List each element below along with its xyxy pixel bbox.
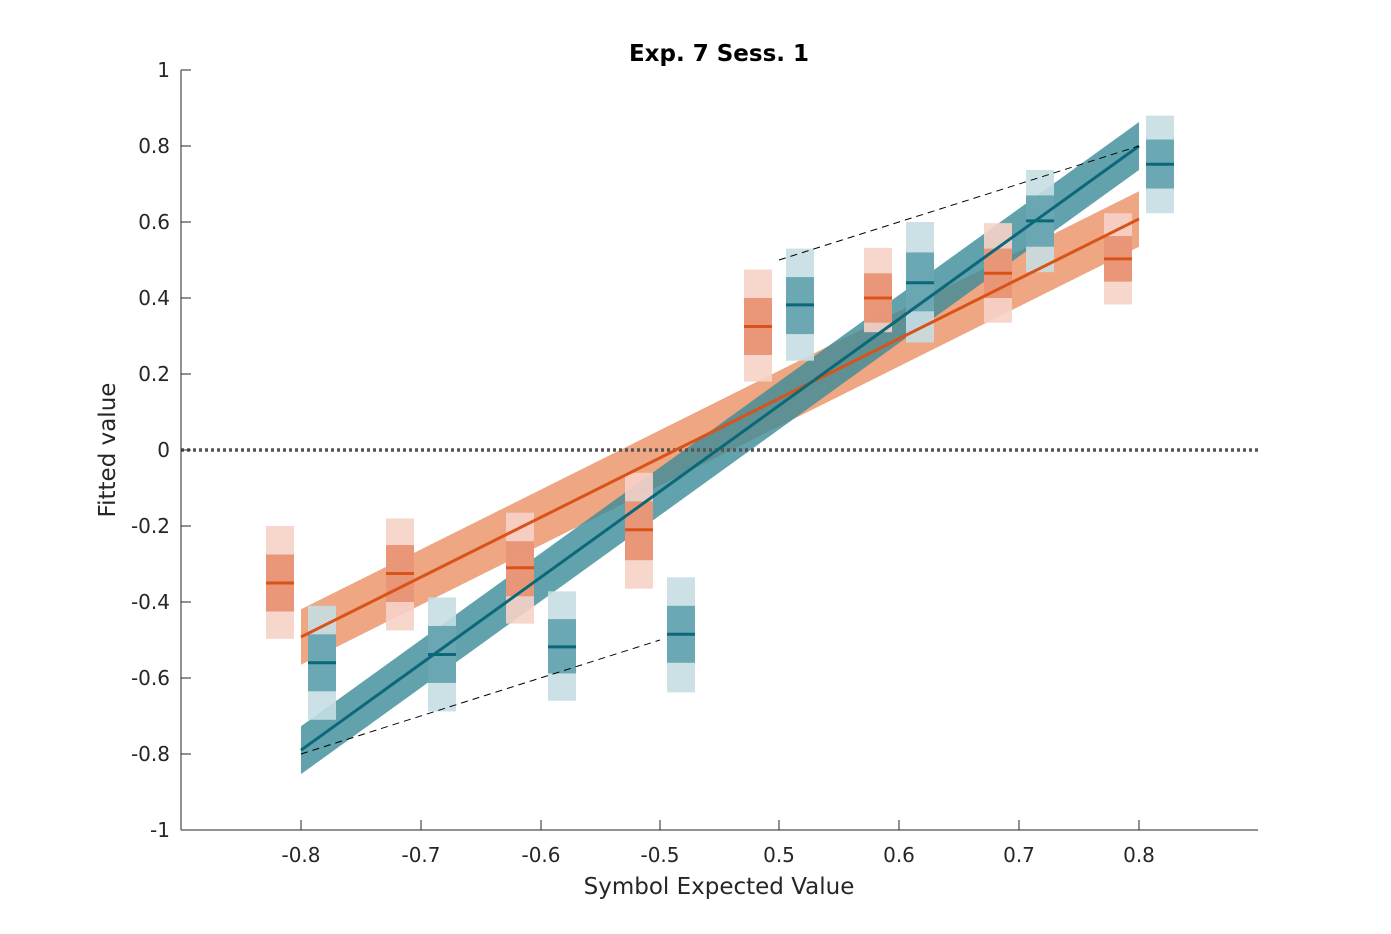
y-tick-label: 0 bbox=[157, 438, 170, 462]
chart-title: Exp. 7 Sess. 1 bbox=[629, 41, 809, 67]
y-tick-label: 1 bbox=[157, 58, 170, 82]
y-tick-label: 0.8 bbox=[138, 134, 170, 158]
y-tick-label: -1 bbox=[150, 818, 170, 842]
y-tick-label: -0.4 bbox=[131, 590, 170, 614]
x-tick-label: 0.6 bbox=[883, 843, 915, 867]
x-axis-title: Symbol Expected Value bbox=[584, 874, 855, 900]
axes: 1 0.8 0.6 0.4 0.2 0 -0.2 -0.4 -0.6 -0.8 -1 -0.8 -0.7… bbox=[131, 58, 1258, 867]
x-tick-label: -0.5 bbox=[640, 843, 679, 867]
dashed-guide-line bbox=[300, 639, 661, 755]
y-axis-title: Fitted value bbox=[95, 383, 121, 518]
fit-lines bbox=[300, 144, 1140, 752]
y-tick-label: 0.6 bbox=[138, 210, 170, 234]
dashed-guide-line bbox=[778, 145, 1140, 261]
fit-line-orange bbox=[300, 217, 1140, 639]
fit-line-teal bbox=[300, 144, 1140, 752]
y-tick-label: -0.6 bbox=[131, 666, 170, 690]
error-bars bbox=[266, 115, 1174, 720]
x-tick-label: -0.6 bbox=[521, 843, 560, 867]
y-tick-label: 0.4 bbox=[138, 286, 170, 310]
x-tick-label: 0.5 bbox=[763, 843, 795, 867]
x-tick-label: -0.7 bbox=[401, 843, 440, 867]
y-tick-label: -0.2 bbox=[131, 514, 170, 538]
y-tick-label: 0.2 bbox=[138, 362, 170, 386]
x-tick-label: 0.7 bbox=[1003, 843, 1035, 867]
x-tick-label: 0.8 bbox=[1123, 843, 1155, 867]
y-tick-label: -0.8 bbox=[131, 742, 170, 766]
x-tick-label: -0.8 bbox=[281, 843, 320, 867]
dashed-guides bbox=[300, 145, 1140, 755]
